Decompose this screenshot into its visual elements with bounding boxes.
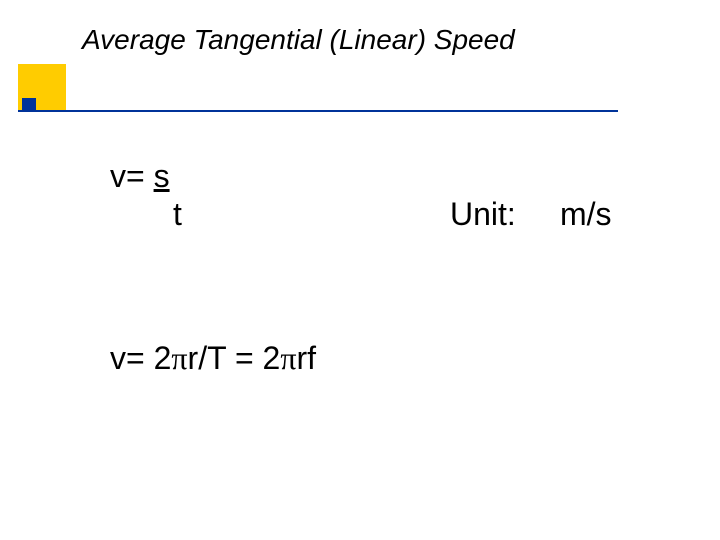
eq2-prefix: v= 2 bbox=[110, 340, 171, 376]
eq1-denominator: t bbox=[173, 196, 182, 233]
equation-2: v= 2πr/T = 2πrf bbox=[110, 340, 316, 377]
eq1-lhs: v= bbox=[110, 158, 145, 194]
title-rule bbox=[18, 110, 618, 112]
eq2-mid: r/T = 2 bbox=[188, 340, 281, 376]
unit-value: m/s bbox=[560, 196, 612, 233]
eq1-numerator: s bbox=[154, 158, 170, 194]
equation-1-line-1: v= s bbox=[110, 158, 170, 195]
pi-symbol-1: π bbox=[171, 340, 187, 376]
pi-symbol-2: π bbox=[280, 340, 296, 376]
unit-label: Unit: bbox=[450, 196, 516, 233]
eq2-suffix: rf bbox=[296, 340, 316, 376]
slide-title: Average Tangential (Linear) Speed bbox=[82, 24, 515, 56]
